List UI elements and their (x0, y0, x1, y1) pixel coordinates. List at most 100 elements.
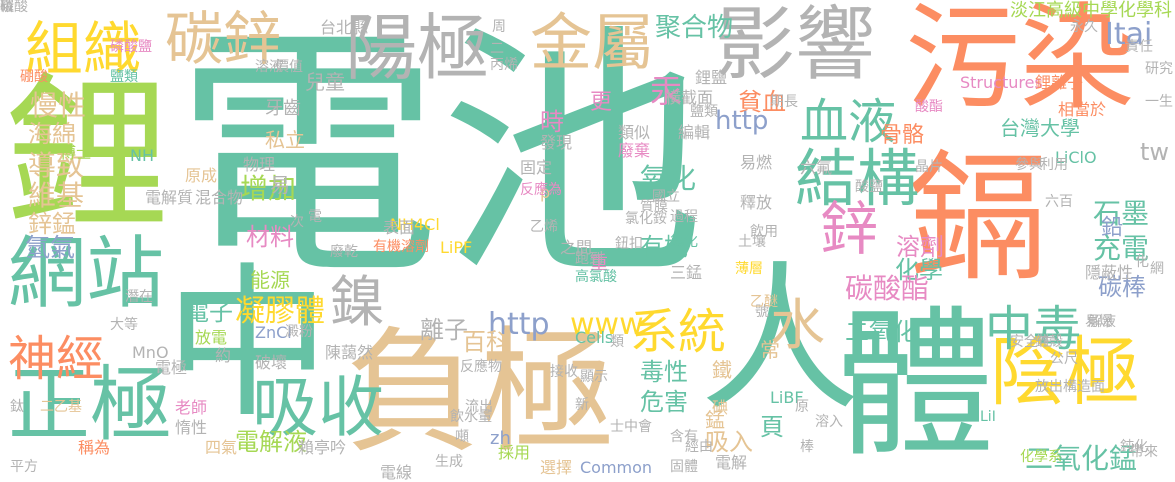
cloud-word: tw (1140, 138, 1170, 166)
cloud-word: 電線 (380, 463, 413, 482)
cloud-word: 六百 (1045, 194, 1073, 210)
cloud-word: 之間 (560, 238, 593, 257)
cloud-word: 體 (835, 291, 996, 478)
cloud-word: 吸入 (705, 428, 753, 456)
cloud-word: 電解 (715, 453, 748, 472)
cloud-word: 重 (590, 253, 608, 274)
cloud-word: Itai (1105, 17, 1153, 52)
cloud-word: 接收 (550, 364, 578, 380)
cloud-word: NH (130, 146, 154, 165)
cloud-word: 碳酸酯 (845, 272, 930, 305)
cloud-word: 電池 (175, 3, 705, 311)
cloud-word: 隱蔽性 (1085, 263, 1134, 282)
cloud-word: 廢乾 (330, 244, 358, 260)
cloud-word: 固體 (670, 459, 698, 475)
cloud-word: 系統 (630, 304, 727, 360)
cloud-word: 期長 (770, 94, 798, 110)
cloud-word: 表面 (383, 218, 416, 237)
cloud-word: Cells (575, 328, 614, 347)
cloud-word: 高氯酸 (575, 269, 617, 285)
cloud-word: 固定 (520, 158, 553, 177)
cloud-word: 台灣大學 (1000, 116, 1080, 140)
cloud-word: 帶來 (1130, 444, 1158, 460)
cloud-word: 放出 (1035, 379, 1063, 395)
cloud-word: 四氣 (205, 438, 238, 457)
cloud-word: 二乙基 (40, 399, 82, 415)
cloud-word: 能源 (250, 268, 290, 292)
cloud-word: 惰性 (175, 418, 208, 437)
cloud-word: 易爆 (1085, 314, 1113, 330)
cloud-word: 酸鹽 (855, 179, 883, 195)
cloud-word: 釋放 (740, 193, 773, 212)
cloud-word: 六氟 (800, 158, 833, 177)
cloud-word: 鹽類 (110, 69, 138, 85)
cloud-word: NH4Cl (390, 215, 440, 234)
cloud-word: 鈦 (10, 399, 24, 415)
cloud-word: 研究 (1145, 61, 1173, 77)
cloud-word: 氯化 (670, 234, 698, 250)
cloud-word: 台北縣 (320, 18, 369, 37)
cloud-word: LiBF (770, 388, 804, 407)
cloud-word: 生成 (435, 454, 463, 470)
cloud-word: 時 (540, 108, 564, 136)
cloud-word: 電子 (185, 298, 233, 326)
cloud-word: 材料 (246, 223, 294, 251)
cloud-word: 錳 (705, 408, 725, 432)
cloud-word: 陽極 (345, 6, 490, 90)
cloud-word: 兒童 (305, 70, 345, 94)
cloud-word: 增加 (240, 172, 297, 205)
cloud-word: 棒 (800, 439, 814, 455)
cloud-word: 貧血 (738, 88, 786, 116)
cloud-word: 周 (492, 19, 506, 35)
cloud-word: 大等 (110, 317, 138, 333)
cloud-word: 骨骼 (880, 123, 925, 148)
cloud-word: LiPF (440, 238, 473, 257)
cloud-word: 薄層 (735, 261, 763, 277)
cloud-word: MnO (132, 343, 169, 362)
cloud-word: 新 (575, 397, 589, 413)
cloud-word: 反應物 (460, 359, 502, 375)
cloud-word: 有機溶劑 (373, 239, 429, 255)
cloud-word: 原成 (185, 166, 218, 185)
cloud-word: 破壞 (255, 353, 288, 372)
cloud-word: 選擇 (540, 458, 573, 477)
cloud-word: 約 (215, 346, 232, 365)
cloud-word: 血液 (800, 94, 897, 150)
cloud-word: 老師 (175, 398, 208, 417)
cloud-word: 網 (1150, 261, 1164, 277)
cloud-word: 汞 (650, 72, 683, 110)
cloud-word: 常 (760, 338, 780, 362)
cloud-word: 永久 (1070, 19, 1098, 35)
cloud-word: 含有 (670, 429, 698, 445)
cloud-word: 博士 (60, 143, 93, 162)
cloud-word: 陰極 (990, 328, 1141, 416)
cloud-word: 碘 (712, 398, 729, 417)
cloud-word: 晶片 (915, 159, 943, 175)
cloud-word: 吸收 (252, 369, 384, 446)
cloud-word: 鎳 (330, 270, 386, 334)
cloud-word: 鉛 (1097, 215, 1122, 237)
cloud-word: 丙烯 (490, 57, 518, 73)
cloud-word: 土壤 (738, 234, 766, 250)
cloud-word: 金屬 (530, 6, 655, 79)
cloud-word: 物理 (243, 155, 276, 174)
cloud-word: 過程 (670, 209, 698, 225)
cloud-word: LiClO (1055, 148, 1097, 167)
cloud-word: 飲水量 (450, 409, 492, 425)
cloud-word: Structures (960, 73, 1043, 92)
cloud-word: 混合物 (195, 188, 244, 207)
cloud-word: 平方 (10, 459, 38, 475)
cloud-word: 鈍化 (1120, 439, 1148, 455)
cloud-word: 一生 (1145, 94, 1173, 110)
cloud-word: 質膜 (640, 199, 668, 215)
cloud-word: 硼酸 (20, 69, 48, 85)
cloud-word: 毒性 (640, 358, 688, 386)
cloud-word: 電解液 (235, 428, 307, 456)
cloud-word: 電極 (155, 358, 188, 377)
cloud-word: LiI (980, 409, 996, 425)
cloud-word: 鐵 (712, 358, 732, 382)
cloud-word: 乙烯 (530, 219, 558, 235)
cloud-word: 鋅殼 (1035, 334, 1063, 350)
cloud-word: 二氧化錳 (1025, 442, 1138, 475)
